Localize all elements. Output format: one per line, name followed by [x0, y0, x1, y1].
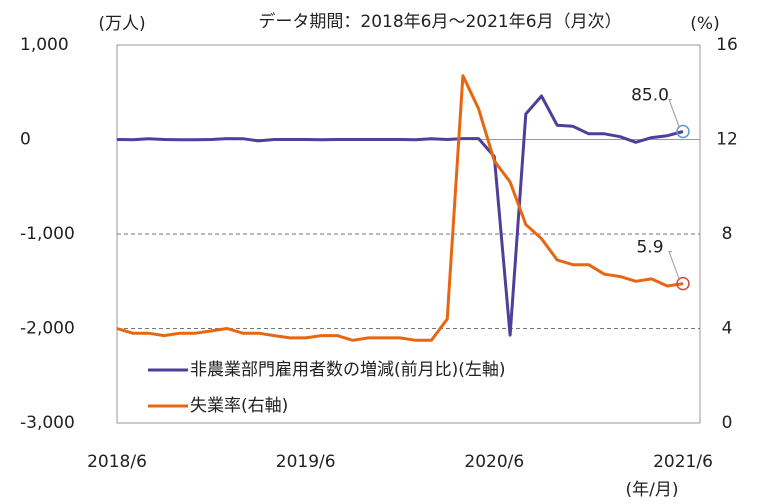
y-tick-label: 1,000: [20, 35, 69, 55]
x-tick-label: 2018/6: [87, 452, 147, 472]
y-tick-label: -1,000: [20, 224, 75, 244]
chart-title: データ期間：2018年6月～2021年6月（月次）: [258, 11, 621, 32]
x-tick-label: 2019/6: [276, 452, 336, 472]
y-tick-label: 0: [20, 130, 31, 150]
y2-axis-label: (%): [690, 14, 719, 34]
y2-tick-label: 4: [722, 319, 733, 339]
y2-tick-label: 0: [722, 413, 733, 433]
y2-tick-label: 16: [716, 35, 738, 55]
series-line: [116, 74, 684, 342]
series-line: [116, 94, 684, 337]
label-leader: [668, 251, 680, 279]
data-label: 85.0: [631, 85, 669, 105]
last-point-marker: [676, 124, 690, 139]
x-tick-label: 2021/6: [653, 452, 713, 472]
last-point-marker: [676, 276, 690, 291]
x-axis-label: (年/月): [626, 480, 679, 500]
y-tick-label: -2,000: [20, 319, 75, 339]
legend-label: 失業率(右軸): [190, 396, 288, 416]
x-tick-label: 2020/6: [464, 452, 524, 472]
data-label: 5.9: [636, 238, 663, 258]
label-leader: [668, 98, 680, 127]
legend-label: 非農業部門雇用者数の増減(前月比)(左軸): [190, 360, 506, 380]
y2-tick-label: 8: [722, 224, 733, 244]
y-tick-label: -3,000: [20, 413, 75, 433]
y2-tick-label: 12: [716, 130, 738, 150]
y-axis-label: (万人): [98, 14, 145, 34]
